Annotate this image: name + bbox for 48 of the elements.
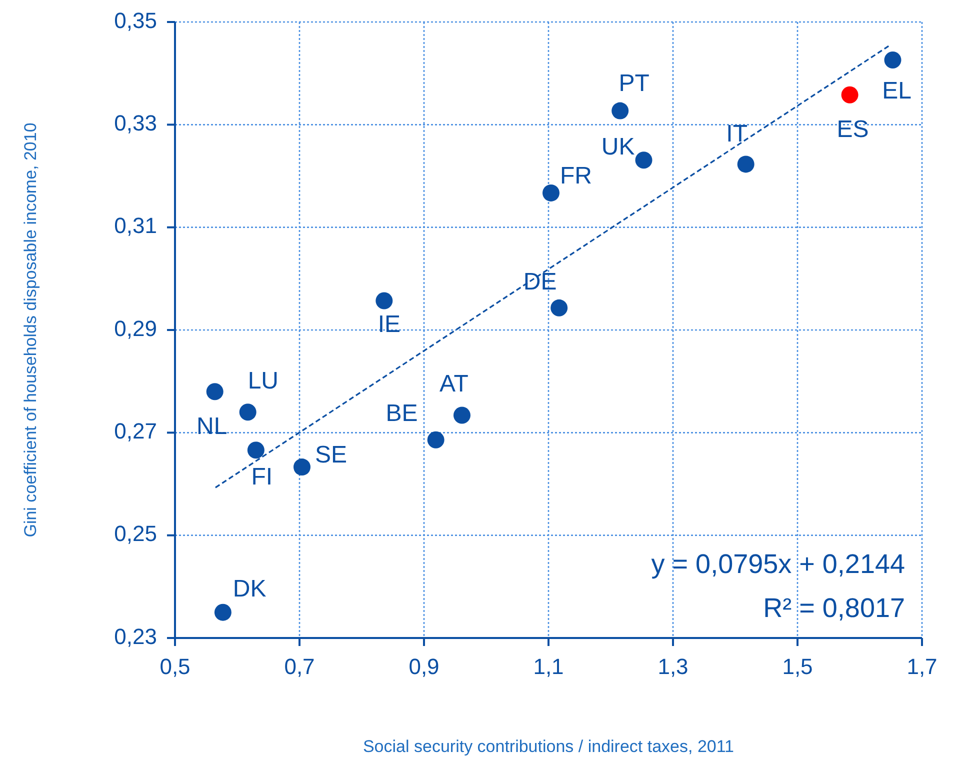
point xyxy=(612,102,629,120)
point xyxy=(293,458,310,476)
series-label: PT xyxy=(618,70,650,98)
x-tick-label: 0,9 xyxy=(408,654,440,679)
y-tick-label: 0,23 xyxy=(114,624,157,649)
series-label: LU xyxy=(248,367,279,394)
series-label: FR xyxy=(560,162,592,190)
y-tick-label: 0,31 xyxy=(114,213,157,238)
series-label: BE xyxy=(386,400,418,428)
series-label: DE xyxy=(523,268,557,296)
series-label: NL xyxy=(196,412,228,440)
series-label: AT xyxy=(440,370,469,398)
x-tick-label: 1,7 xyxy=(906,654,938,679)
x-tick-label: 1,5 xyxy=(782,654,813,679)
x-axis-title: Social security contributions / indirect taxes, 2011 xyxy=(362,737,734,756)
annotation: y = 0,0795x + 0,2144 xyxy=(651,549,905,579)
series-label: UK xyxy=(601,133,635,160)
series-label: DK xyxy=(232,576,266,603)
point xyxy=(453,406,470,424)
series-label: FI xyxy=(251,463,273,490)
y-axis-title: Gini coefficient of households disposable income, 2010 xyxy=(21,122,40,538)
x-tick-label: 1,3 xyxy=(658,654,688,679)
point xyxy=(542,184,560,202)
series-label: IT xyxy=(726,120,748,148)
series-label: EL xyxy=(882,77,912,104)
point xyxy=(737,156,754,173)
series-label: IE xyxy=(378,311,401,338)
point xyxy=(635,152,652,169)
y-tick-label: 0,29 xyxy=(114,316,157,341)
y-tick-label: 0,35 xyxy=(114,8,157,33)
point xyxy=(427,431,444,448)
point xyxy=(206,383,224,400)
series-label: ES xyxy=(836,116,869,144)
x-tick-label: 0,7 xyxy=(284,654,315,679)
y-tick-label: 0,27 xyxy=(114,418,157,444)
point xyxy=(247,442,264,459)
point xyxy=(239,404,256,421)
annotation: R² = 0,8017 xyxy=(763,593,905,623)
point xyxy=(550,299,568,316)
point xyxy=(376,292,393,310)
y-tick-label: 0,33 xyxy=(114,110,157,136)
series-label: SE xyxy=(314,441,348,468)
point xyxy=(841,86,858,104)
x-tick-label: 1,1 xyxy=(533,654,564,679)
point xyxy=(884,51,902,68)
x-tick-label: 0,5 xyxy=(160,654,190,679)
point xyxy=(214,604,232,621)
y-tick-label: 0,25 xyxy=(114,521,157,546)
